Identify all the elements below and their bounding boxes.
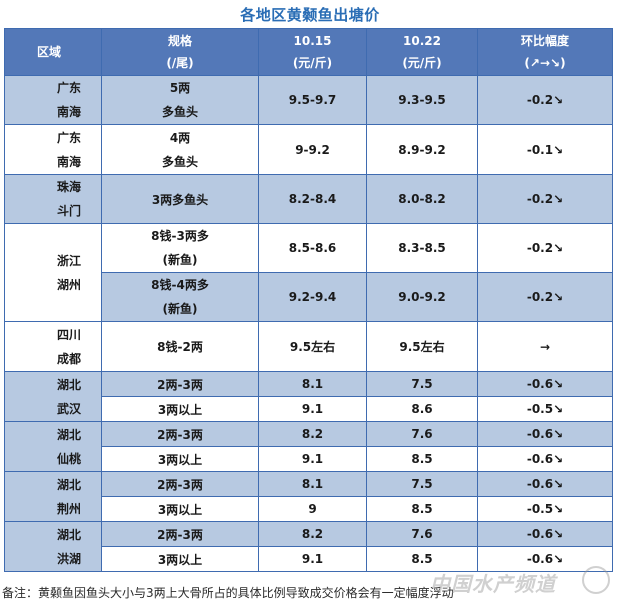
price-cell-2: 9.0-9.2	[366, 272, 478, 322]
price-cell-2: 8.5	[366, 446, 478, 472]
header-spec: 规格 (/尾)	[101, 28, 259, 76]
change-cell: -0.2↘	[477, 223, 613, 273]
price-cell-1: 8.1	[258, 371, 367, 397]
header-date-1: 10.15 (元/斤)	[258, 28, 367, 76]
price-cell-2: 8.0-8.2	[366, 174, 478, 224]
price-cell-2: 7.6	[366, 521, 478, 547]
table-row: 3两以上 9 8.5 -0.5↘	[5, 496, 613, 522]
table-row: 珠海 斗门 3两多鱼头 8.2-8.4 8.0-8.2 -0.2↘	[4, 174, 613, 224]
footnote: 备注：黄颡鱼因鱼头大小与3两上大骨所占的具体比例导致成交价格会有一定幅度浮动	[2, 586, 454, 600]
table-row: 湖北 洪湖 2两-3两 8.2 7.6 -0.6↘	[4, 521, 613, 572]
price-table: 区域 规格 (/尾) 10.15 (元/斤) 10.22 (元/斤) 环比幅度 (↗→↘…	[4, 28, 613, 572]
region-cell: 广东 南海	[4, 75, 102, 125]
price-cell-1: 9	[258, 496, 367, 522]
watermark: 中国水产频道	[430, 572, 556, 596]
spec-cell: 5两 多鱼头	[101, 75, 259, 125]
table-row: 四川 成都 8钱-2两 9.5左右 9.5左右 →	[4, 321, 613, 372]
change-cell: -0.6↘	[477, 521, 613, 547]
table-row: 8钱-4两多 (新鱼) 9.2-9.4 9.0-9.2 -0.2↘	[5, 272, 613, 322]
price-cell-1: 8.2	[258, 421, 367, 447]
table-row: 广东 南海 4两 多鱼头 9-9.2 8.9-9.2 -0.1↘	[4, 124, 613, 175]
table-row: 湖北 武汉 2两-3两 8.1 7.5 -0.6↘	[4, 371, 613, 422]
spec-cell: 8钱-4两多 (新鱼)	[101, 272, 259, 322]
price-cell-2: 8.9-9.2	[366, 124, 478, 175]
header-date-2: 10.22 (元/斤)	[366, 28, 478, 76]
spec-cell: 2两-3两	[101, 471, 259, 497]
price-cell-1: 9.1	[258, 396, 367, 422]
change-cell: -0.6↘	[477, 421, 613, 447]
price-cell-1: 9-9.2	[258, 124, 367, 175]
region-cell: 湖北 武汉	[4, 371, 102, 422]
change-cell: -0.2↘	[477, 75, 613, 125]
price-cell-2: 7.5	[366, 471, 478, 497]
region-cell: 湖北 洪湖	[4, 521, 102, 572]
price-cell-1: 9.1	[258, 546, 367, 572]
change-cell: -0.5↘	[477, 396, 613, 422]
table-row: 3两以上 9.1 8.5 -0.6↘	[5, 446, 613, 472]
spec-cell: 3两以上	[101, 396, 259, 422]
price-cell-1: 9.2-9.4	[258, 272, 367, 322]
price-cell-1: 8.1	[258, 471, 367, 497]
price-cell-1: 8.5-8.6	[258, 223, 367, 273]
spec-cell: 2两-3两	[101, 371, 259, 397]
spec-cell: 3两多鱼头	[101, 174, 259, 224]
globe-icon	[582, 566, 610, 594]
spec-cell: 3两以上	[101, 446, 259, 472]
table-row: 湖北 仙桃 2两-3两 8.2 7.6 -0.6↘	[4, 421, 613, 472]
price-cell-2: 7.5	[366, 371, 478, 397]
region-cell: 四川 成都	[4, 321, 102, 372]
change-cell: -0.2↘	[477, 272, 613, 322]
price-cell-2: 8.5	[366, 546, 478, 572]
table-row: 浙江 湖州 8钱-3两多 (新鱼) 8.5-8.6 8.3-8.5 -0.2↘	[4, 223, 613, 322]
change-cell: →	[477, 321, 613, 372]
spec-cell: 8钱-3两多 (新鱼)	[101, 223, 259, 273]
change-cell: -0.2↘	[477, 174, 613, 224]
spec-cell: 2两-3两	[101, 521, 259, 547]
header-change: 环比幅度 (↗→↘)	[477, 28, 613, 76]
price-cell-2: 8.6	[366, 396, 478, 422]
spec-cell: 4两 多鱼头	[101, 124, 259, 175]
price-cell-2: 8.5	[366, 496, 478, 522]
spec-cell: 2两-3两	[101, 421, 259, 447]
region-cell: 珠海 斗门	[4, 174, 102, 224]
price-cell-2: 9.5左右	[366, 321, 478, 372]
table-row: 湖北 荆州 2两-3两 8.1 7.5 -0.6↘	[4, 471, 613, 522]
price-cell-1: 9.5左右	[258, 321, 367, 372]
change-cell: -0.6↘	[477, 471, 613, 497]
table-title: 各地区黄颡鱼出塘价	[240, 6, 380, 24]
price-cell-1: 8.2-8.4	[258, 174, 367, 224]
change-cell: -0.1↘	[477, 124, 613, 175]
price-cell-2: 8.3-8.5	[366, 223, 478, 273]
change-cell: -0.5↘	[477, 496, 613, 522]
table-row: 广东 南海 5两 多鱼头 9.5-9.7 9.3-9.5 -0.2↘	[4, 75, 613, 125]
region-cell: 湖北 仙桃	[4, 421, 102, 472]
spec-cell: 3两以上	[101, 546, 259, 572]
spec-cell: 8钱-2两	[101, 321, 259, 372]
header-region: 区域	[4, 28, 102, 76]
header-row: 区域 规格 (/尾) 10.15 (元/斤) 10.22 (元/斤) 环比幅度 (↗→↘…	[4, 28, 613, 76]
change-cell: -0.6↘	[477, 446, 613, 472]
region-cell: 浙江 湖州	[4, 223, 102, 322]
region-cell: 广东 南海	[4, 124, 102, 175]
price-cell-2: 9.3-9.5	[366, 75, 478, 125]
price-cell-2: 7.6	[366, 421, 478, 447]
change-cell: -0.6↘	[477, 371, 613, 397]
spec-cell: 3两以上	[101, 496, 259, 522]
region-cell: 湖北 荆州	[4, 471, 102, 522]
price-cell-1: 9.1	[258, 446, 367, 472]
price-cell-1: 9.5-9.7	[258, 75, 367, 125]
price-cell-1: 8.2	[258, 521, 367, 547]
